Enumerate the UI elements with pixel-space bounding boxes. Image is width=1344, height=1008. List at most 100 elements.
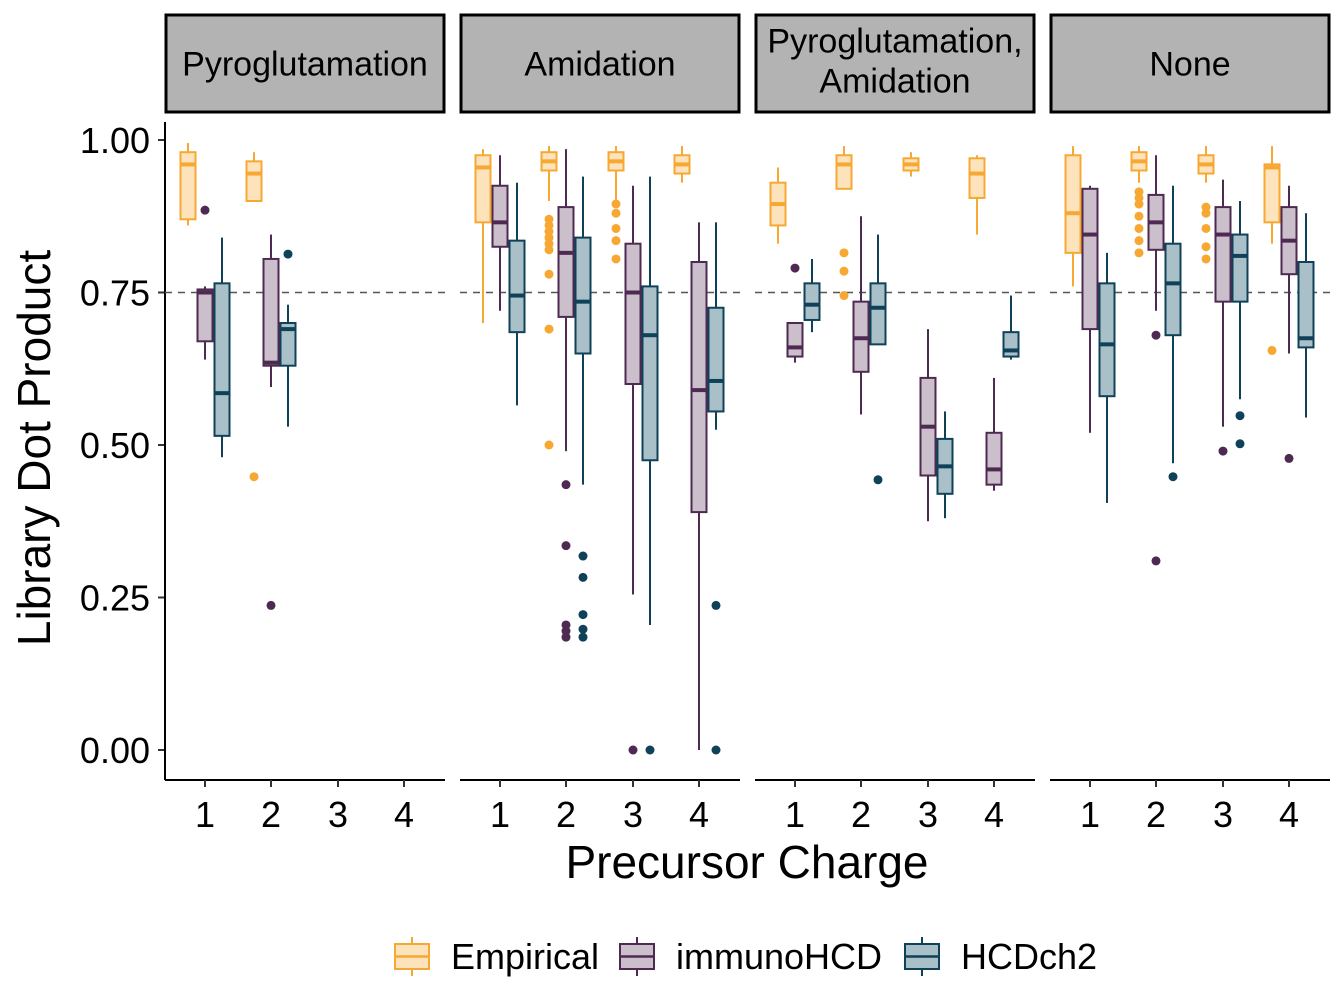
outlier-point xyxy=(283,249,293,259)
box-immunohcd xyxy=(1081,185,1099,433)
box-immunohcd xyxy=(690,222,708,750)
box-iqr xyxy=(1164,242,1182,337)
outlier-point xyxy=(1218,446,1228,456)
outlier-point xyxy=(578,572,588,582)
box-iqr xyxy=(1231,233,1249,303)
x-tick-label: 2 xyxy=(261,794,281,835)
outlier-point xyxy=(611,236,621,246)
box-empirical xyxy=(1263,146,1281,355)
facet-strip xyxy=(459,13,741,114)
box-iqr xyxy=(491,184,509,248)
box-iqr xyxy=(707,306,725,413)
outlier-point xyxy=(1134,248,1144,258)
box-immunohcd xyxy=(557,149,575,642)
box-iqr xyxy=(179,151,197,221)
box-iqr xyxy=(213,282,231,437)
outlier-point xyxy=(249,472,259,482)
x-tick-label: 2 xyxy=(556,794,576,835)
facet-panel: None 1 2 3 4 xyxy=(1049,13,1331,835)
x-tick-label: 4 xyxy=(394,794,414,835)
outlier-point xyxy=(561,480,571,490)
outlier-point xyxy=(1134,236,1144,246)
box-iqr xyxy=(557,206,575,318)
facet-strip-label: Amidation xyxy=(819,63,970,101)
outlier-point xyxy=(839,266,849,276)
box-iqr xyxy=(869,282,887,346)
box-empirical xyxy=(474,149,492,323)
box-empirical xyxy=(673,146,691,183)
box-empirical xyxy=(968,155,986,235)
box-empirical xyxy=(540,146,558,450)
box-iqr xyxy=(574,236,592,355)
box-empirical xyxy=(245,152,263,482)
legend-item: immunoHCD xyxy=(619,936,882,977)
outlier-point xyxy=(1134,223,1144,233)
legend-label: Empirical xyxy=(451,936,599,977)
facet-panel: Pyroglutamation,Amidation 1 2 3 4 xyxy=(754,13,1036,835)
box-hcdch2 xyxy=(869,234,887,485)
box-hcdch2 xyxy=(707,222,725,755)
box-iqr xyxy=(641,285,659,462)
box-iqr xyxy=(262,257,280,367)
outlier-point xyxy=(266,600,276,610)
y-tick-label: 1.00 xyxy=(80,120,150,161)
box-immunohcd xyxy=(1214,179,1232,456)
x-tick-label: 3 xyxy=(328,794,348,835)
outlier-point xyxy=(711,745,721,755)
box-iqr xyxy=(1064,154,1082,254)
box-immunohcd xyxy=(786,263,804,363)
box-iqr xyxy=(985,431,1003,486)
box-hcdch2 xyxy=(1098,252,1116,503)
facet-panel: Amidation 1 2 3 4 xyxy=(459,13,741,835)
box-iqr xyxy=(196,288,214,343)
x-tick-label: 1 xyxy=(490,794,510,835)
outlier-point xyxy=(611,208,621,218)
box-immunohcd xyxy=(262,234,280,610)
outlier-point xyxy=(839,291,849,301)
outlier-point xyxy=(544,269,554,279)
box-empirical xyxy=(902,152,920,177)
box-immunohcd xyxy=(852,216,870,415)
outlier-point xyxy=(645,745,655,755)
box-iqr xyxy=(835,154,853,190)
x-tick-label: 4 xyxy=(984,794,1004,835)
outlier-point xyxy=(1235,439,1245,449)
outlier-point xyxy=(544,245,554,255)
outlier-point xyxy=(1201,208,1211,218)
facet-strip-label: Pyroglutamation xyxy=(182,46,428,84)
box-iqr xyxy=(1002,331,1020,358)
box-empirical xyxy=(179,143,197,226)
outlier-point xyxy=(790,263,800,273)
box-hcdch2 xyxy=(1231,201,1249,449)
outlier-point xyxy=(561,632,571,642)
box-immunohcd xyxy=(1280,185,1298,463)
outlier-point xyxy=(1134,199,1144,209)
outlier-point xyxy=(1151,330,1161,340)
box-iqr xyxy=(279,322,297,367)
outlier-point xyxy=(544,440,554,450)
outlier-point xyxy=(578,610,588,620)
outlier-point xyxy=(1267,345,1277,355)
box-hcdch2 xyxy=(213,237,231,458)
box-hcdch2 xyxy=(641,176,659,755)
box-empirical xyxy=(1064,146,1082,287)
outlier-point xyxy=(1235,411,1245,421)
box-iqr xyxy=(245,160,263,203)
outlier-point xyxy=(544,324,554,334)
x-tick-label: 1 xyxy=(785,794,805,835)
box-empirical xyxy=(1197,146,1215,264)
box-iqr xyxy=(1297,261,1315,349)
y-tick-label: 0.00 xyxy=(80,730,150,771)
x-tick-label: 4 xyxy=(689,794,709,835)
outlier-point xyxy=(1201,254,1211,264)
x-tick-label: 3 xyxy=(623,794,643,835)
legend-item: Empirical xyxy=(394,936,599,977)
facet-strip xyxy=(164,13,446,114)
outlier-point xyxy=(578,551,588,561)
box-hcdch2 xyxy=(508,182,526,406)
box-hcdch2 xyxy=(1297,213,1315,418)
facet-strip-label: Pyroglutamation, xyxy=(767,23,1022,61)
y-tick-label: 0.25 xyxy=(80,578,150,619)
x-tick-label: 3 xyxy=(918,794,938,835)
